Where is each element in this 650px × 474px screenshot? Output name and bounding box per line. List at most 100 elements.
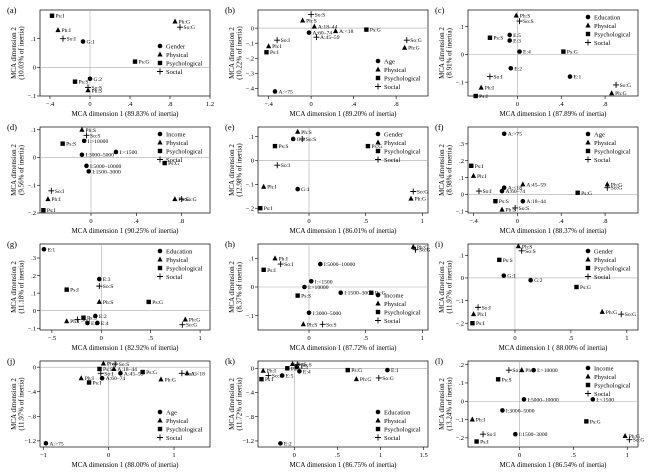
y-tick-label: 0 <box>251 284 254 291</box>
mca-panel: (g) −.5 0 .5 1 −.1 0 .1 .2 .3 MCA dimension 1 (82.… <box>7 239 211 352</box>
point-label: E:3 <box>513 39 521 45</box>
point-label: E:4 <box>303 369 311 375</box>
x-tick-label: 0 <box>310 101 313 108</box>
mca-panel: (e) 0 .5 1 −.2 −.1 0 .1 MCA dimension 1 (86.01% … <box>225 122 429 235</box>
data-point <box>274 162 281 169</box>
data-point <box>319 321 326 328</box>
legend-label: Psychological <box>166 427 203 434</box>
x-axis-label: MCA dimension 1 (89.83% of inertia) <box>72 110 180 118</box>
legend-marker <box>157 426 163 432</box>
data-point <box>172 18 178 24</box>
point-label: Ph:S <box>92 88 103 94</box>
y-axis-label-line: (11.72% of inertia) <box>236 377 244 431</box>
data-point <box>41 246 47 252</box>
point-label: Ps:G <box>370 28 381 34</box>
data-point <box>318 261 323 267</box>
legend-label: Psychological <box>384 149 421 156</box>
y-axis-label: MCA dimension 2(12.98% of inertia) <box>228 143 244 197</box>
data-point <box>96 283 103 290</box>
data-point <box>295 128 301 134</box>
x-tick-label: −.4 <box>46 101 55 108</box>
y-tick-label: −.1 <box>455 209 464 216</box>
legend-label: Psychological <box>594 266 631 273</box>
point-label: E:1 <box>391 368 399 374</box>
data-point <box>55 27 61 33</box>
data-point <box>260 367 266 373</box>
point-label: Ps:S <box>503 258 513 264</box>
point-label: So:G <box>611 186 623 192</box>
legend-label: Age <box>384 59 395 66</box>
data-point <box>513 12 519 18</box>
data-point <box>79 152 85 158</box>
y-tick-label: .2 <box>459 158 464 165</box>
legend-marker <box>585 373 591 379</box>
y-axis-label-line: MCA dimension 2 <box>228 261 236 313</box>
y-tick-label: .1 <box>459 380 464 387</box>
data-point <box>493 198 498 204</box>
data-point <box>72 79 78 84</box>
point-label: Ps:I <box>480 440 489 446</box>
y-axis-label: MCA dimension 2(8.91% of inertia) <box>438 27 454 79</box>
point-label: So:G <box>417 190 429 196</box>
data-point <box>520 198 526 204</box>
data-point <box>49 13 55 18</box>
point-label: So:G <box>625 312 637 318</box>
point-label: So:S <box>519 206 530 212</box>
plot-frame <box>257 9 429 97</box>
point-label: Ph:G <box>408 46 420 52</box>
data-point <box>345 367 350 373</box>
point-label: Ps:S <box>279 144 289 150</box>
x-tick-label: .5 <box>148 335 153 342</box>
point-label: I:>10000 <box>537 368 558 374</box>
data-point <box>403 37 410 44</box>
data-point <box>599 308 605 314</box>
y-axis-label: MCA dimension 2(11.97% of inertia) <box>10 377 26 431</box>
legend-label: Age <box>166 410 177 417</box>
data-point <box>500 408 505 413</box>
legend-marker <box>585 139 591 145</box>
data-point <box>178 196 185 203</box>
point-label: Ps:S <box>66 142 76 148</box>
legend-label: Psychological <box>594 149 631 156</box>
x-tick-label: .8 <box>394 101 399 108</box>
data-point <box>272 143 278 149</box>
y-axis-label-line: (10.22% of inertia) <box>236 26 244 80</box>
x-tick-label: 0 <box>516 218 519 225</box>
data-point <box>364 27 369 32</box>
data-point <box>87 76 93 82</box>
y-axis-label-line: (8.98% of inertia) <box>446 144 454 195</box>
legend-marker <box>375 83 381 90</box>
y-axis-label: MCA dimension 2(8.37% of inertia) <box>228 261 244 313</box>
point-label: Ph:I <box>477 312 486 318</box>
x-tick-label: .5 <box>363 335 368 342</box>
point-label: G:2 <box>534 278 543 284</box>
y-tick-label: 0 <box>33 155 36 162</box>
point-label: So:I <box>104 371 113 377</box>
y-axis-label-line: MCA dimension 2 <box>438 378 446 430</box>
legend-marker <box>375 309 381 315</box>
point-label: A:45–59 <box>526 182 546 188</box>
data-point <box>332 28 339 34</box>
point-label: G:2 <box>297 137 306 143</box>
x-tick-label: 0 <box>516 101 519 108</box>
point-label: So:S <box>92 85 103 91</box>
point-label: Ph:S <box>103 300 114 306</box>
legend-label: Education <box>166 249 193 256</box>
legend-label: Psychological <box>594 32 631 39</box>
point-label: So:I <box>81 317 90 323</box>
data-point <box>473 93 478 99</box>
legend-label: Psychological <box>384 427 421 434</box>
x-tick-label: .8 <box>603 101 608 108</box>
data-point <box>517 49 522 54</box>
point-label: Ph:I <box>267 369 276 375</box>
point-label: Ps:S <box>493 36 503 42</box>
point-label: Ps:I <box>267 268 276 274</box>
x-tick-label: .4 <box>128 101 134 108</box>
point-label: A:45–59 <box>320 35 340 41</box>
data-point <box>60 141 65 146</box>
data-point <box>497 257 502 263</box>
data-point <box>474 439 479 444</box>
point-label: E:3 <box>103 277 111 283</box>
data-point <box>81 315 86 320</box>
y-tick-label: −.2 <box>455 320 464 327</box>
